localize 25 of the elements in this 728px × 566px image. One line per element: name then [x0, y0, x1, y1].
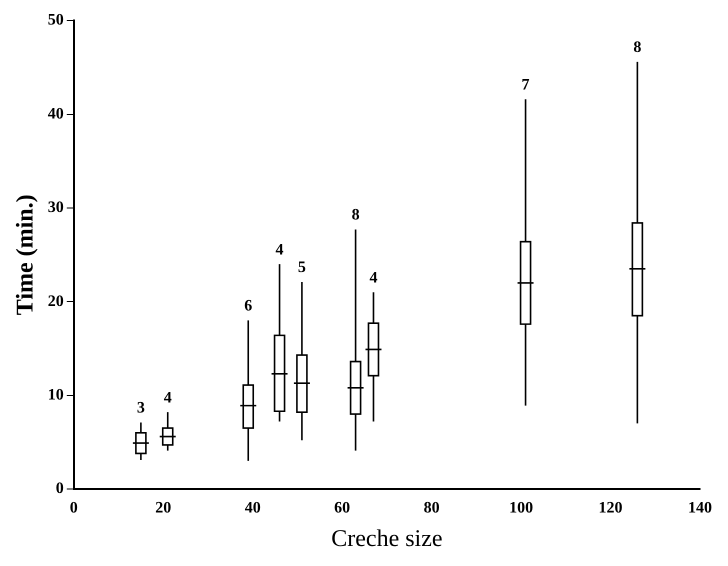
y-tick-label: 20: [48, 292, 64, 310]
annotation: 6: [244, 298, 252, 315]
y-tick-label: 40: [48, 105, 64, 122]
x-tick-label: 20: [155, 500, 172, 517]
y-tick-label: 30: [48, 199, 64, 216]
x-axis-title: Creche size: [331, 526, 443, 552]
x-tick-label: 60: [334, 500, 350, 517]
annotation: 8: [352, 206, 360, 224]
y-tick-label: 10: [48, 386, 64, 404]
annotation: 8: [633, 38, 642, 56]
annotation: 4: [369, 269, 378, 286]
y-tick-label: 0: [56, 480, 64, 498]
annotation: 3: [136, 400, 145, 417]
x-tick-label: 120: [598, 500, 623, 517]
x-tick-label: 80: [424, 500, 440, 517]
x-tick-label: 140: [688, 500, 712, 517]
x-tick-label: 40: [244, 500, 261, 517]
annotation: 5: [298, 259, 306, 276]
y-axis-title: Time (min.): [12, 194, 39, 316]
x-tick-label: 0: [70, 500, 78, 517]
annotation: 4: [276, 241, 284, 258]
annotation: 4: [164, 389, 172, 406]
y-tick-label: 50: [48, 12, 64, 29]
annotation: 7: [522, 76, 530, 94]
x-tick-label: 100: [509, 500, 534, 517]
